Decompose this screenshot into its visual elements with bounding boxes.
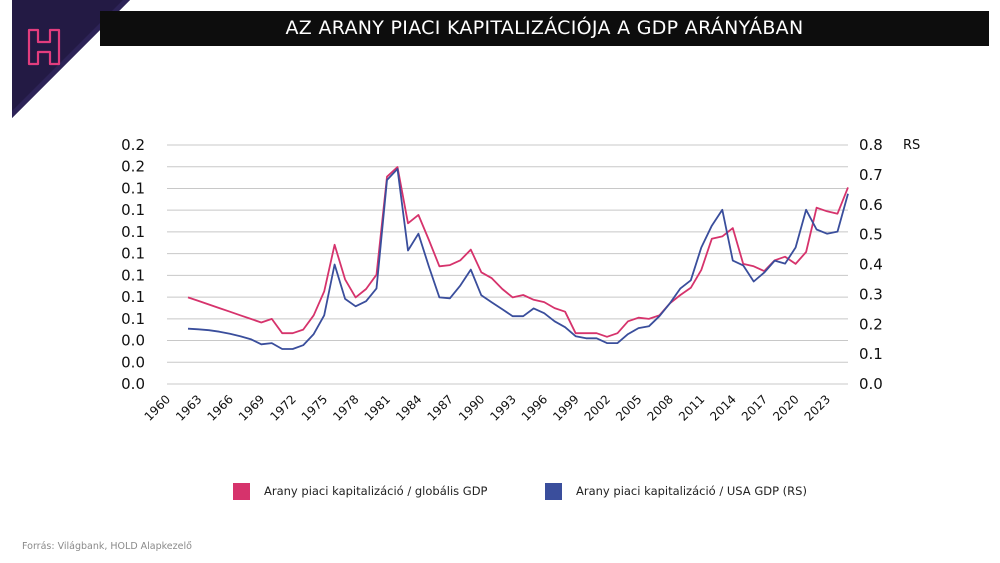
title-bar: AZ ARANY PIACI KAPITALIZÁCIÓJA A GDP ARÁ…: [100, 11, 989, 46]
y-left-tick-label: 0.0: [121, 332, 145, 350]
y-right-tick-label: 0.4: [859, 256, 883, 274]
series-lines: [187, 166, 849, 350]
y-right-tick-label: 0.8: [859, 136, 883, 154]
x-tick-label: 1960: [142, 392, 173, 423]
y-right-tick-label: 0.5: [859, 226, 883, 244]
y-left-tick-label: 0.0: [121, 375, 145, 393]
x-tick-label: 2014: [707, 392, 738, 423]
y-right-tick-label: 0.0: [859, 375, 883, 393]
series-line-usa-gdp: [187, 167, 849, 350]
x-tick-label: 1963: [173, 392, 204, 423]
x-tick-label: 1996: [519, 392, 550, 423]
logo-h-letter: [27, 28, 61, 66]
grid: [167, 144, 848, 385]
x-tick-label: 1972: [267, 392, 298, 423]
y-left-tick-label: 0.1: [121, 310, 145, 328]
x-tick-label: 1990: [456, 392, 487, 423]
x-tick-label: 1993: [487, 392, 518, 423]
x-tick-label: 1966: [204, 392, 235, 423]
y-right-tick-label: 0.6: [859, 196, 883, 214]
y-axis-left: 0.0 0.0 0.0 0.1 0.1 0.1 0.1 0.1 0.1 0.1 0.2 0.2: [121, 136, 145, 393]
y-right-unit: RS: [903, 138, 920, 153]
y-right-tick-label: 0.2: [859, 315, 883, 333]
y-left-tick-label: 0.1: [121, 201, 145, 219]
y-right-tick-label: 0.1: [859, 345, 883, 363]
x-tick-label: 2008: [645, 392, 676, 423]
source-note: Forrás: Világbank, HOLD Alapkezelő: [22, 541, 192, 552]
x-tick-label: 2011: [676, 392, 707, 423]
x-tick-label: 1978: [330, 392, 361, 423]
y-axis-right: 0.0 0.1 0.2 0.3 0.4 0.5 0.6 0.7 0.8: [859, 136, 883, 393]
y-left-tick-label: 0.1: [121, 245, 145, 263]
x-axis: 1960 1963 1966 1969 1972 1975 1978 1981 1984 1987…: [142, 392, 834, 423]
x-tick-label: 2005: [613, 392, 644, 423]
x-tick-label: 2017: [739, 392, 770, 423]
y-left-tick-label: 0.1: [121, 223, 145, 241]
x-tick-label: 1999: [550, 392, 581, 423]
x-tick-label: 2023: [802, 392, 833, 423]
y-left-tick-label: 0.1: [121, 288, 145, 306]
y-left-tick-label: 0.2: [121, 158, 145, 176]
y-right-tick-label: 0.3: [859, 285, 883, 303]
x-tick-label: 1969: [236, 392, 267, 423]
y-left-tick-label: 0.0: [121, 353, 145, 371]
x-tick-label: 1987: [424, 392, 455, 423]
y-left-tick-label: 0.1: [121, 266, 145, 284]
y-left-tick-label: 0.1: [121, 179, 145, 197]
y-right-tick-label: 0.7: [859, 166, 883, 184]
x-tick-label: 2002: [582, 392, 613, 423]
y-left-tick-label: 0.2: [121, 136, 145, 154]
series-line-global-gdp: [187, 166, 849, 338]
chart-title: AZ ARANY PIACI KAPITALIZÁCIÓJA A GDP ARÁ…: [285, 17, 804, 39]
x-tick-label: 2020: [770, 392, 801, 423]
x-tick-label: 1984: [393, 392, 424, 423]
x-tick-label: 1981: [362, 392, 393, 423]
x-tick-label: 1975: [299, 392, 330, 423]
